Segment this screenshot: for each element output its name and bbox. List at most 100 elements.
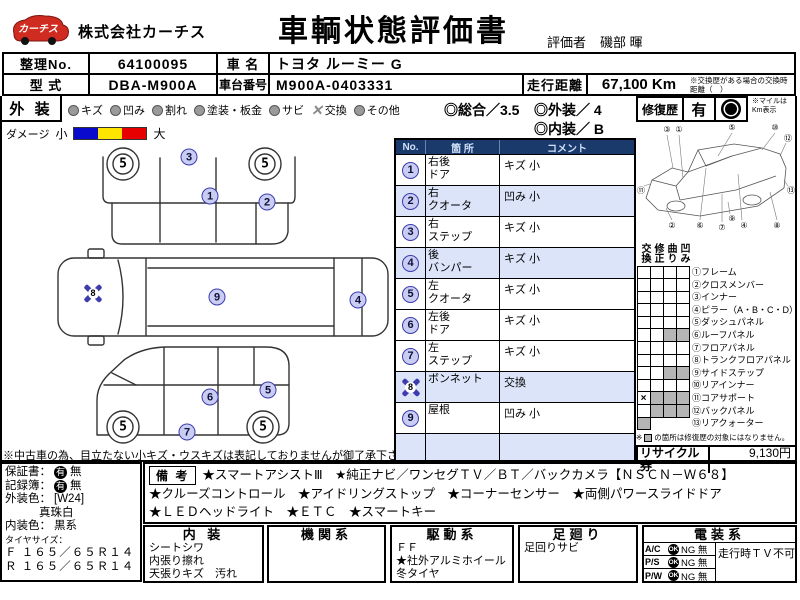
callout-4: ④ xyxy=(740,221,747,230)
circle-icon xyxy=(152,104,163,116)
frame-col-bend: 曲り xyxy=(665,243,676,263)
frame-part-label: ④ピラー（A・B・C・D） xyxy=(692,304,799,315)
frame-check-cell xyxy=(662,315,677,330)
callout-5: ⑤ xyxy=(728,123,735,132)
circle-icon xyxy=(68,104,79,116)
drivetrain-line: ＦＦ xyxy=(396,542,418,554)
frame-check-cell xyxy=(675,366,690,380)
damage-marker-6: 6 xyxy=(201,388,219,406)
details-box: 保証書：有無 記録簿：有無 外装色： [W24] 真珠白 内装色： 黒系 タイヤサイ… xyxy=(0,462,142,582)
frame-check-cell: × xyxy=(636,391,651,406)
ref-no-value: 64100095 xyxy=(90,54,216,73)
model-value: DBA-M900A xyxy=(90,75,216,94)
legend-item-dent: 凹み xyxy=(110,102,145,118)
row-marker: 7 xyxy=(402,347,419,365)
circle-icon xyxy=(353,104,365,116)
damage-marker-8-replaced: 8 xyxy=(83,283,103,303)
circled-ok-icon: OK xyxy=(668,543,679,555)
table-row: 2 右 クオータ 凹み 小 xyxy=(396,185,634,216)
damage-marker-5: 5 xyxy=(259,381,277,399)
exterior-color-code: [W24] xyxy=(54,493,85,505)
repair-history-box: 修復歴 有 xyxy=(636,96,748,122)
electrical-note: 走行時ＴＶ不可 xyxy=(718,548,795,560)
frame-check-cell xyxy=(649,341,664,355)
frame-check-cell xyxy=(662,290,677,305)
frame-part-label: ①フレーム xyxy=(692,267,737,277)
repair-history-label: 修復歴 xyxy=(638,98,684,120)
frame-check-cell xyxy=(675,265,690,280)
row-marker: 4 xyxy=(402,254,419,272)
repair-history-stamp-icon xyxy=(721,99,741,119)
frame-check-cell xyxy=(649,265,664,280)
frame-part-label: ⑫バックパネル xyxy=(692,405,755,416)
electrical-row-ps: P/S OK NG 無 xyxy=(644,556,715,569)
frame-col-dent: 凹み xyxy=(678,243,689,263)
part-cell: 屋根 xyxy=(426,403,500,433)
record-book-no: 無 xyxy=(70,479,82,492)
legend-item-rust: サビ xyxy=(269,102,304,118)
warranty-no: 無 xyxy=(70,466,82,478)
frame-check-cell xyxy=(636,278,651,292)
drivetrain-section: 駆動系 ＦＦ ★社外アルミホイール 冬タイヤ xyxy=(390,525,514,583)
gray-swatch-icon xyxy=(644,433,653,442)
frame-check-cell xyxy=(649,303,664,317)
evaluator-label: 評価者 xyxy=(547,35,587,50)
callout-2: ② xyxy=(668,221,675,230)
mile-km-note: ※マイルはKm表示 xyxy=(752,98,787,114)
frame-check-cell xyxy=(662,341,677,355)
damage-scale-label: ダメージ xyxy=(6,128,50,141)
exterior-section-label: 外 装 xyxy=(2,96,62,122)
part-cell: 右 ステップ xyxy=(426,217,500,247)
tire-size-label: タイヤサイズ： xyxy=(5,534,68,545)
record-book-label: 記録簿： xyxy=(5,479,51,492)
comment-cell: キズ 小 xyxy=(504,222,541,234)
comment-cell: キズ 小 xyxy=(504,315,541,327)
tire-tread-value: 5 xyxy=(119,156,127,172)
frame-check-cell xyxy=(675,353,690,368)
frame-check-labels: ①フレーム ②クロスメンバー ③インナー ④ピラー（A・B・C・D） ⑤ダッシュ… xyxy=(692,266,798,430)
frame-part-label: ⑬リアクォーター xyxy=(692,418,764,429)
comment-cell: 凹み 小 xyxy=(504,191,541,203)
frame-check-cell xyxy=(662,353,677,368)
col-comment: コメント xyxy=(547,144,587,155)
remarks-label: 備 考 xyxy=(149,466,197,485)
frame-check-cell xyxy=(675,315,690,330)
frame-part-label: ③インナー xyxy=(692,292,738,303)
damage-comment-table: No. 箇 所 コメント 1 右後 ドア キズ 小 2 右 クオータ 凹み 小 3 右 ス… xyxy=(394,138,636,462)
callout-12: ⑫ xyxy=(784,134,792,143)
comment-cell: 凹み 小 xyxy=(504,408,541,420)
overall-rating: ◎総合／3.5 xyxy=(444,102,520,118)
table-row: 7 左 ステップ キズ 小 xyxy=(396,340,634,371)
frame-check-cell xyxy=(636,416,651,431)
damage-marker-7: 7 xyxy=(178,423,196,441)
divider xyxy=(0,460,395,462)
frame-check-cell xyxy=(649,353,664,368)
legend-item-scratch: キズ xyxy=(68,102,103,118)
frame-col-replace: 交換 xyxy=(639,243,650,263)
frame-part-label: ⑩リアインナー xyxy=(692,380,755,391)
drivetrain-title: 駆動系 xyxy=(426,527,478,542)
frame-check-cell xyxy=(675,303,690,317)
frame-check-cell xyxy=(675,290,690,305)
frame-part-label: ⑦フロアパネル xyxy=(692,342,755,353)
frame-check-cell xyxy=(662,303,677,317)
frame-check-cell xyxy=(636,290,651,305)
frame-check-cell xyxy=(662,278,677,292)
exterior-rating: ◎外装／ 4 xyxy=(534,102,602,118)
electrical-row-ac: A/C OK NG 無 xyxy=(644,543,715,556)
part-cell: 左後 ドア xyxy=(426,310,500,340)
page-title: 車輌状態評価書 xyxy=(278,14,509,49)
frame-check-cell xyxy=(662,404,677,418)
ref-no-label: 整理No. xyxy=(4,54,88,73)
chassis-value: M900A-0403331 xyxy=(270,75,522,94)
damage-gradient-bar xyxy=(73,127,148,140)
circled-yes-icon: 有 xyxy=(54,466,67,480)
frame-check-cell xyxy=(662,391,677,406)
electrical-row-pw: P/W OK NG 無 xyxy=(645,570,708,583)
frame-check-cell xyxy=(663,417,677,431)
damage-small-label: 小 xyxy=(55,127,68,141)
table-row: 1 右後 ドア キズ 小 xyxy=(396,154,634,185)
frame-check-cell xyxy=(675,341,690,355)
interior-line: 天張りキズ 汚れ xyxy=(149,568,237,580)
